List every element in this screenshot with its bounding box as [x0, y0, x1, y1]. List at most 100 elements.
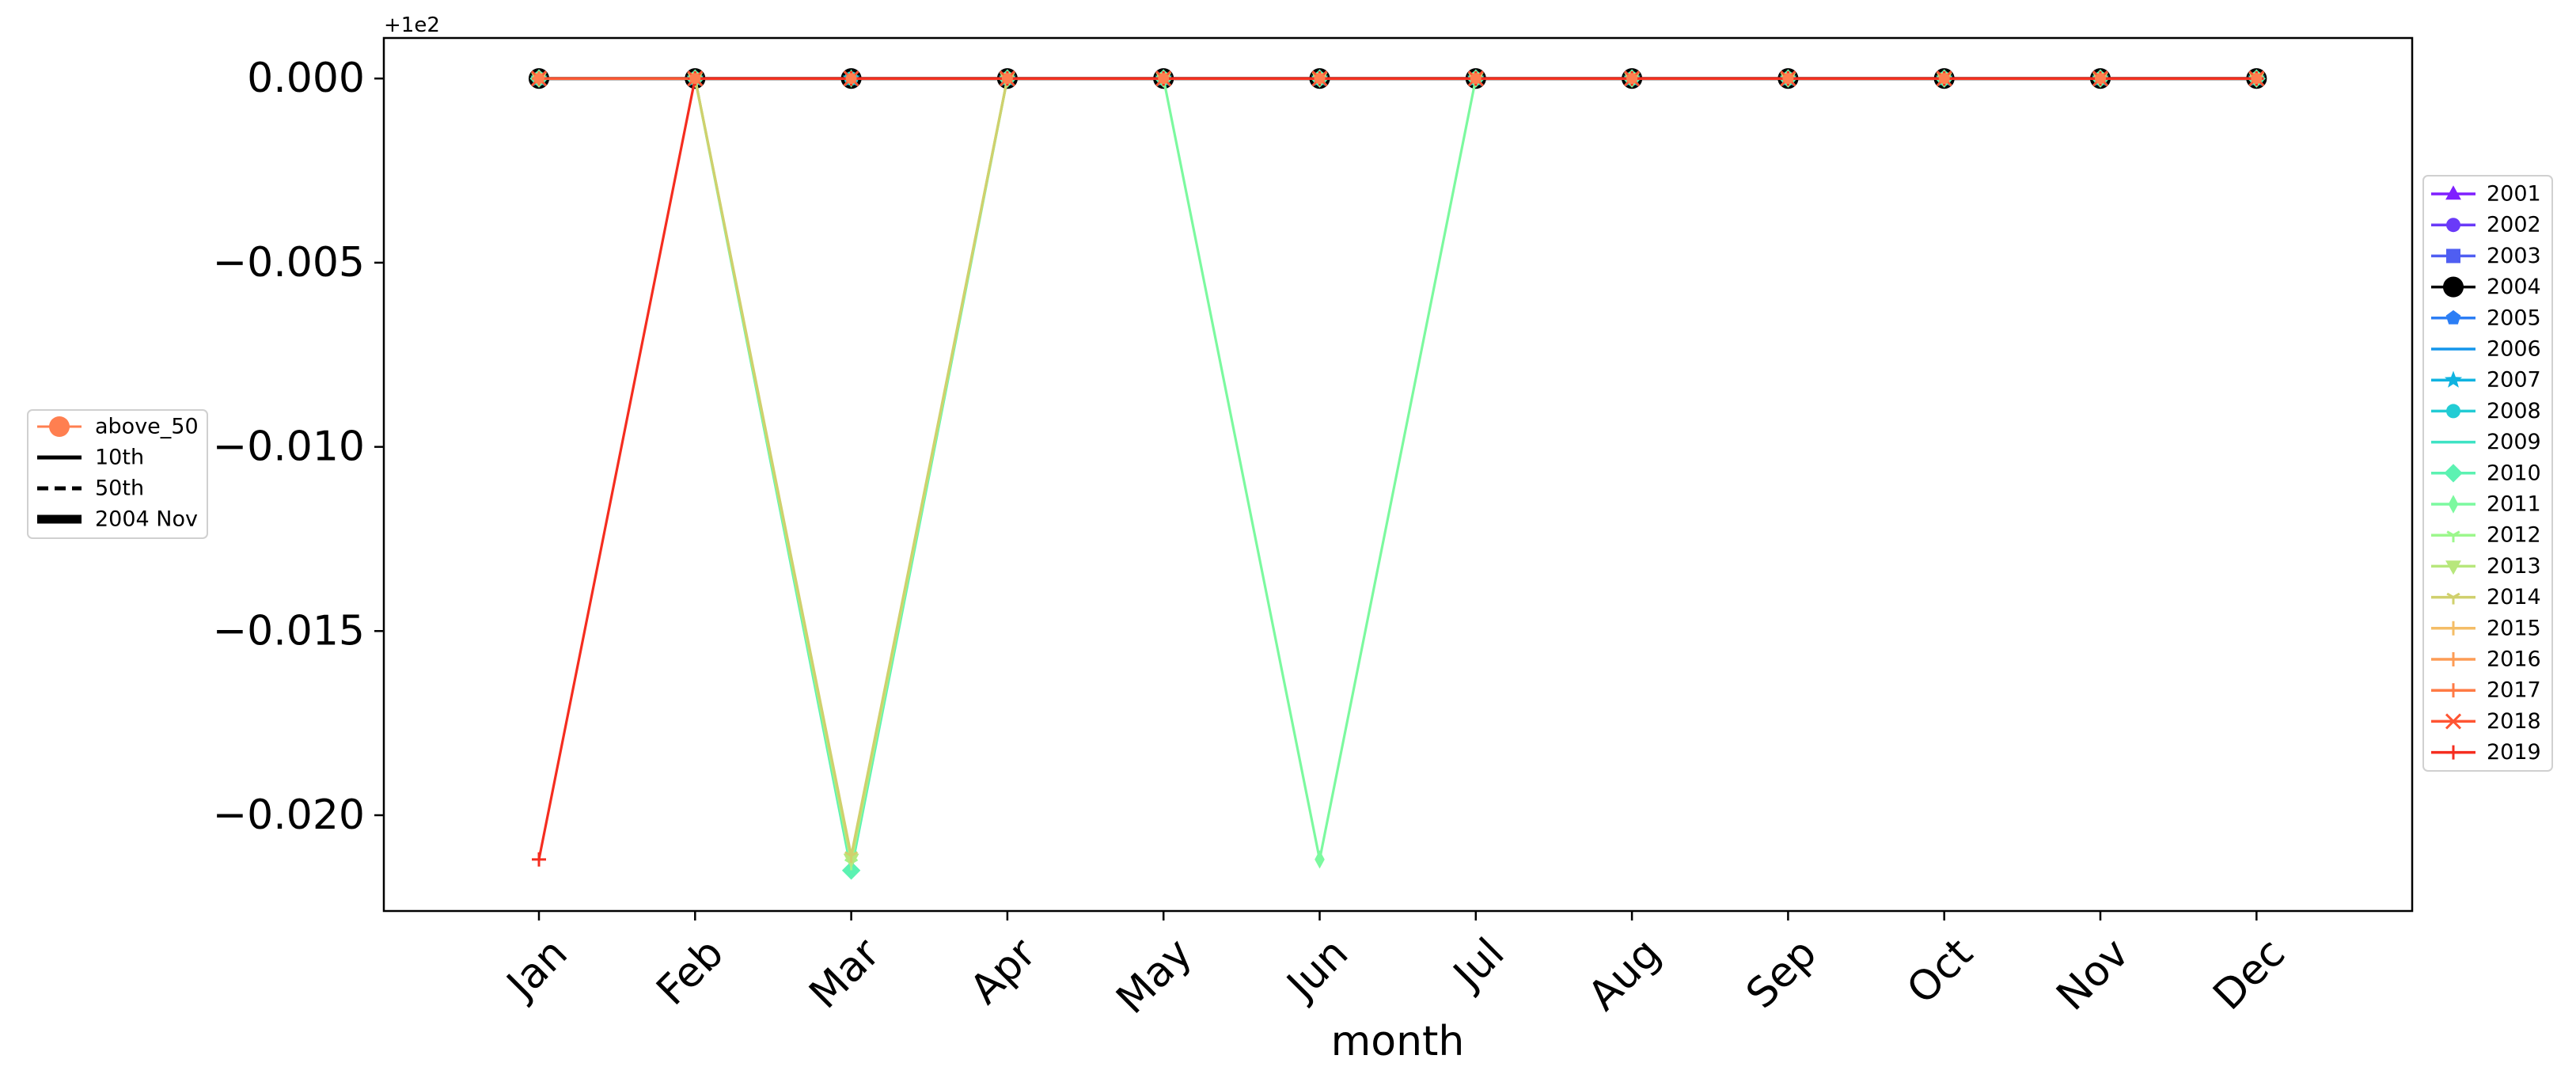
legend-right-entry-2016: 2016 — [2431, 647, 2541, 672]
y-tick-label-0: 0.000 — [247, 55, 365, 102]
legend-right-entry-2012: 2012 — [2431, 523, 2541, 548]
legend-marker-2017 — [2446, 683, 2460, 698]
legend-right-entry-2003: 2003 — [2431, 244, 2541, 268]
legend-marker-2008 — [2446, 404, 2460, 419]
x-tick-label-Nov: Nov — [2048, 929, 2138, 1019]
legend-right-entry-2011: 2011 — [2431, 492, 2541, 517]
legend-right-label-2001: 2001 — [2487, 182, 2541, 207]
legend-marker-2019 — [2446, 745, 2460, 760]
legend-right-entry-2014: 2014 — [2431, 585, 2541, 609]
y-tick-label-3: −0.015 — [213, 607, 365, 655]
overlay-point-Oct — [1938, 73, 1950, 85]
x-tick-label-May: May — [1108, 929, 1201, 1023]
legend-right-entry-2001: 2001 — [2431, 182, 2541, 207]
legend-right-label-2018: 2018 — [2487, 709, 2541, 734]
legend-right-label-2009: 2009 — [2487, 430, 2541, 454]
x-tick-label-Aug: Aug — [1580, 929, 1670, 1019]
legend-right-entry-2013: 2013 — [2431, 554, 2541, 579]
data-point-2010-Mar — [841, 861, 861, 880]
overlay-point-Jun — [1314, 73, 1326, 85]
x-axis-label: month — [1331, 1018, 1465, 1065]
legend-right-entry-2017: 2017 — [2431, 678, 2541, 703]
legend-left-label-0: above_50 — [95, 415, 199, 439]
axes-layer: Jan Feb Mar Apr May Jun Jul Aug Sep Oct Nov Dec 0.00… — [213, 55, 2295, 1023]
legend-right-entry-2004: 2004 — [2431, 275, 2541, 299]
legend-left-entry-0: above_50 — [37, 415, 199, 439]
legend-left-entry-2: 50th — [37, 476, 144, 501]
legend-right-label-2016: 2016 — [2487, 647, 2541, 672]
legend-right-label-2008: 2008 — [2487, 399, 2541, 423]
legend-marker-2013 — [2445, 560, 2461, 575]
legend-left-label-2: 50th — [95, 476, 144, 501]
legend-marker-2001 — [2445, 185, 2461, 200]
legend-right-label-2005: 2005 — [2487, 306, 2541, 330]
legend-left: above_50 10th 50th 2004 Nov — [27, 409, 208, 539]
overlay-point-Dec — [2251, 73, 2263, 85]
legend-right-entry-2019: 2019 — [2431, 740, 2541, 765]
x-tick-label-Feb: Feb — [648, 929, 734, 1015]
x-tick-label-Jul: Jul — [1444, 929, 1514, 1000]
legend-right-entry-2010: 2010 — [2431, 461, 2541, 485]
overlay-point-Apr — [1001, 73, 1013, 85]
series-line-2019 — [537, 77, 2257, 860]
x-tick-label-Oct: Oct — [1898, 929, 1982, 1013]
legend-right-label-2012: 2012 — [2487, 523, 2541, 548]
legend-marker-2015 — [2446, 621, 2460, 636]
x-tick-label-Jan: Jan — [497, 929, 577, 1009]
overlay-point-Jul — [1470, 73, 1481, 85]
legend-left-entry-1: 10th — [37, 446, 144, 470]
data-point-2011-Jun — [1315, 850, 1325, 869]
legend-marker-2004 — [2442, 276, 2464, 298]
legend-marker-2012 — [2446, 530, 2460, 543]
series-layer — [528, 68, 2267, 880]
legend-marker-2011 — [2448, 495, 2459, 514]
legend-right-label-2003: 2003 — [2487, 244, 2541, 268]
legend-right-label-2006: 2006 — [2487, 337, 2541, 362]
x-tick-label-Jun: Jun — [1277, 929, 1357, 1010]
legend-right-entry-2009: 2009 — [2431, 430, 2541, 454]
legend-left-label-1: 10th — [95, 446, 144, 470]
legend-right: 2001 2002 2003 2004 2005 2006 2007 2008 2009 2010… — [2422, 175, 2553, 772]
legend-marker-2014 — [2446, 592, 2460, 605]
legend-right-label-2014: 2014 — [2487, 585, 2541, 609]
x-tick-label-Apr: Apr — [962, 929, 1045, 1013]
legend-right-entry-2002: 2002 — [2431, 213, 2541, 237]
legend-left-entry-3: 2004 Nov — [37, 507, 198, 532]
legend-left-label-3: 2004 Nov — [95, 507, 198, 532]
legend-right-entry-2007: 2007 — [2431, 368, 2541, 393]
overlay-point-Jan — [533, 73, 544, 85]
overlay-point-Sep — [1782, 73, 1794, 85]
overlay-point-Mar — [845, 73, 857, 85]
legend-right-entry-2005: 2005 — [2431, 306, 2541, 330]
legend-marker-2016 — [2446, 652, 2460, 666]
legend-right-entry-2015: 2015 — [2431, 616, 2541, 640]
legend-right-entry-2006: 2006 — [2431, 337, 2541, 362]
legend-right-label-2010: 2010 — [2487, 461, 2541, 485]
plot-frame — [382, 36, 2414, 913]
y-tick-label-2: −0.010 — [213, 423, 365, 471]
legend-right-label-2015: 2015 — [2487, 616, 2541, 640]
data-point-2014-Mar — [844, 851, 859, 864]
legend-marker-2005 — [2445, 309, 2461, 325]
legend-right-label-2011: 2011 — [2487, 492, 2541, 517]
legend-marker-2018 — [2445, 713, 2462, 730]
legend-right-label-2013: 2013 — [2487, 554, 2541, 579]
overlay-point-Nov — [2095, 73, 2106, 85]
y-tick-label-1: −0.005 — [213, 239, 365, 287]
y-offset-label: +1e2 — [384, 13, 440, 37]
data-point-2019-Jan — [532, 852, 546, 867]
y-tick-label-4: −0.020 — [213, 791, 365, 839]
legend-marker-2003 — [2446, 249, 2460, 264]
overlay-point-Feb — [689, 73, 701, 85]
legend-right-label-2002: 2002 — [2487, 213, 2541, 237]
legend-right-entry-2008: 2008 — [2431, 399, 2541, 423]
legend-right-entry-2018: 2018 — [2431, 709, 2541, 734]
legend-right-label-2019: 2019 — [2487, 740, 2541, 765]
overlay-point-Aug — [1626, 73, 1638, 85]
x-tick-label-Sep: Sep — [1737, 929, 1826, 1018]
legend-marker-2007 — [2444, 370, 2463, 388]
legend-right-frame — [2422, 175, 2553, 772]
legend-right-label-2007: 2007 — [2487, 368, 2541, 393]
